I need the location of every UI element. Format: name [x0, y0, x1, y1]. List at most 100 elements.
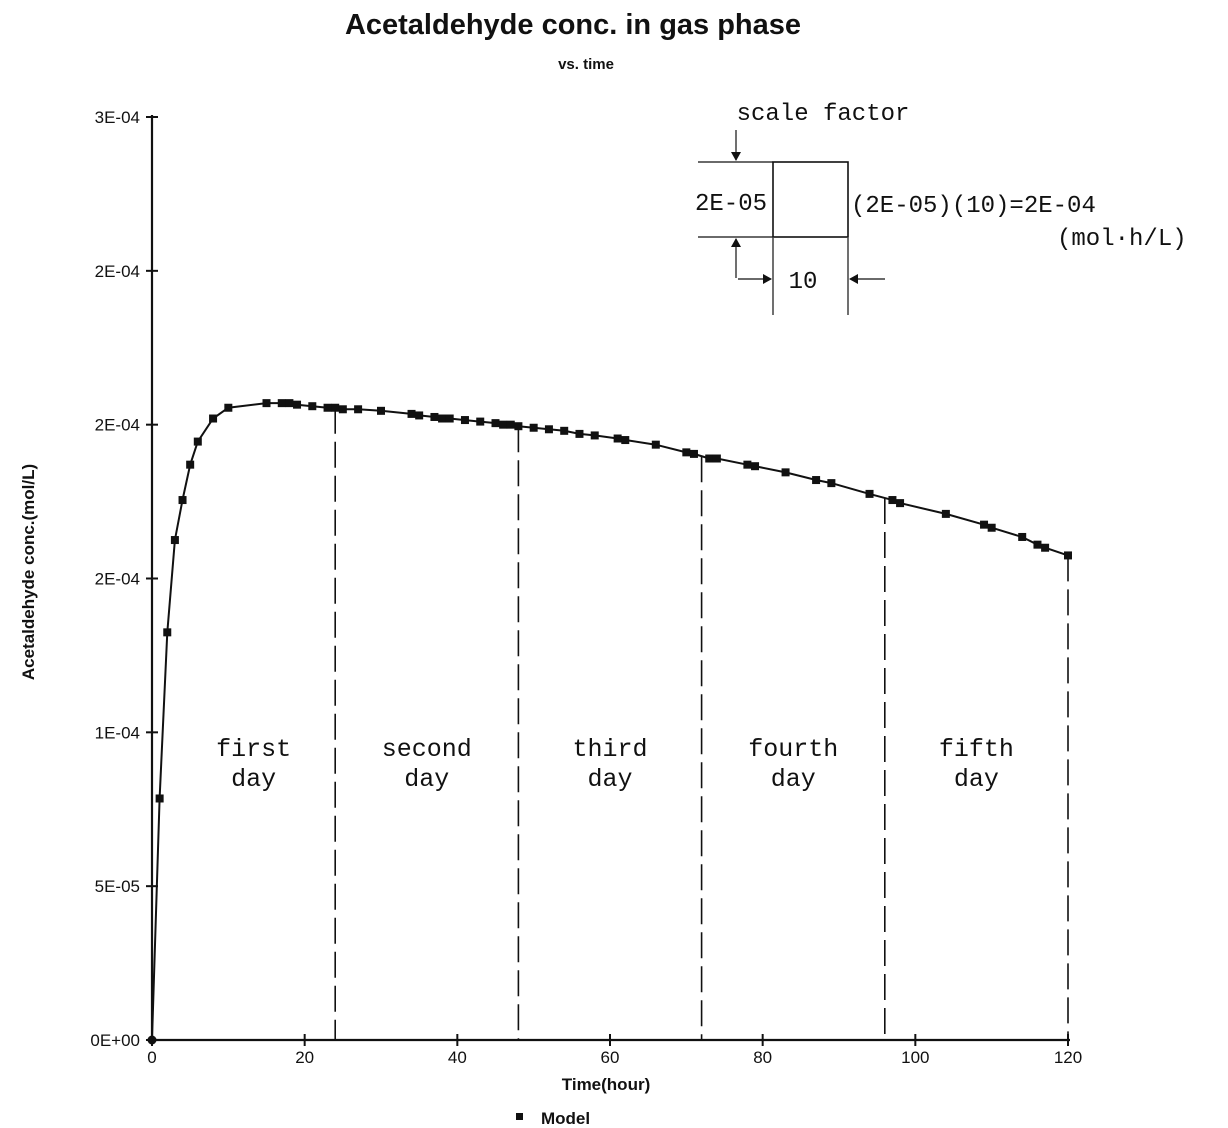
y-axis-label: Acetaldehyde conc.(mol/L) — [19, 464, 38, 680]
data-point-model — [980, 520, 989, 529]
data-point-model — [751, 462, 760, 471]
data-point-model — [987, 523, 996, 532]
data-point-model — [224, 403, 233, 412]
chart-title: Acetaldehyde conc. in gas phase — [345, 9, 801, 41]
day-label-line2: day — [404, 765, 449, 794]
scale-right-arrowhead — [849, 274, 858, 284]
day-labels: firstdayseconddaythirddayfourthdayfifthd… — [216, 735, 1014, 794]
x-tick-label: 80 — [753, 1048, 772, 1067]
data-point-model — [1018, 532, 1027, 541]
data-point-model — [178, 496, 187, 505]
data-point-model — [621, 436, 630, 445]
data-point-model — [354, 405, 363, 414]
data-point-model — [888, 496, 897, 505]
data-point-model — [262, 399, 271, 408]
x-tick-label: 20 — [295, 1048, 314, 1067]
data-point-model — [743, 460, 752, 469]
day-label-line1: first — [216, 735, 291, 764]
data-point-model — [476, 417, 485, 426]
data-point-model — [514, 422, 523, 431]
data-point-model — [308, 402, 317, 411]
data-point-model — [941, 509, 950, 518]
y-ticks: 0E+00 5E-05 1E-04 2E-04 2E-04 2E-04 3E-04 — [90, 108, 158, 1050]
x-tick-label: 100 — [901, 1048, 929, 1067]
data-point-model — [323, 403, 332, 412]
data-point-model — [193, 437, 202, 446]
chart-subtitle: vs. time — [558, 56, 614, 73]
data-point-model — [430, 412, 439, 421]
data-point-model — [689, 449, 698, 458]
day-label-line2: day — [231, 765, 276, 794]
scale-width-label: 10 — [789, 269, 818, 296]
data-point-model — [506, 420, 515, 429]
series-line-model — [151, 402, 1069, 1041]
data-point-model — [1064, 551, 1072, 560]
day-label-line2: day — [954, 765, 999, 794]
data-point-model — [460, 416, 469, 425]
day-label-line1: fourth — [748, 735, 838, 764]
data-point-model — [155, 794, 164, 803]
data-point-model — [407, 409, 416, 418]
data-point-model — [438, 414, 447, 423]
data-point-model — [338, 405, 347, 414]
data-point-model — [812, 476, 821, 485]
data-point-model — [491, 419, 500, 428]
legend-marker-model — [516, 1113, 523, 1120]
data-point-model — [186, 460, 195, 469]
data-point-model — [865, 489, 874, 498]
day-dividers — [334, 407, 1069, 1040]
data-point-model — [1041, 543, 1050, 552]
data-point-model — [445, 414, 454, 423]
scale-left-arrowhead — [763, 274, 772, 284]
day-label-line2: day — [587, 765, 632, 794]
data-point-model — [896, 499, 905, 508]
scale-units-label: (mol·h/L) — [1057, 226, 1187, 253]
data-point-model — [560, 426, 569, 435]
data-point-model — [163, 628, 172, 637]
x-ticks: 0 20 40 60 80 100 120 — [147, 1034, 1082, 1067]
y-tick-label: 3E-04 — [95, 108, 140, 127]
series-markers-model — [155, 399, 1072, 803]
x-tick-label: 0 — [147, 1048, 156, 1067]
x-tick-label: 40 — [448, 1048, 467, 1067]
data-point-model — [377, 406, 385, 415]
x-tick-label: 120 — [1054, 1048, 1082, 1067]
y-tick-label: 0E+00 — [90, 1031, 140, 1050]
y-tick-label: 2E-04 — [95, 570, 140, 589]
scale-factor-box — [772, 161, 849, 238]
legend-label-model: Model — [541, 1109, 590, 1128]
scale-factor-title: scale factor — [737, 101, 910, 128]
data-point-model — [575, 429, 584, 438]
data-point-model — [170, 536, 179, 545]
legend: Model — [516, 1109, 590, 1128]
scale-factor-inset: scale factor 2E-05 10 (2E-05)(10)=2E-04 … — [695, 101, 1187, 315]
x-tick-label: 60 — [601, 1048, 620, 1067]
day-label-line1: fifth — [939, 735, 1014, 764]
scale-top-arrowhead — [731, 152, 741, 161]
x-axis-label: Time(hour) — [562, 1075, 650, 1094]
data-point-model — [331, 403, 340, 412]
y-tick-label: 2E-04 — [95, 262, 140, 281]
data-point-model — [293, 400, 302, 409]
data-point-model — [651, 440, 660, 449]
day-label-line2: day — [771, 765, 816, 794]
y-tick-label: 1E-04 — [95, 723, 140, 742]
scale-bottom-arrowhead — [731, 238, 741, 247]
data-point-model — [277, 399, 286, 408]
data-point-model — [827, 479, 836, 488]
data-point-model — [705, 454, 714, 463]
data-point-model — [1033, 540, 1042, 549]
data-point-model — [285, 399, 294, 408]
y-tick-label: 2E-04 — [95, 416, 140, 435]
data-point-model — [682, 448, 691, 457]
data-point-model — [781, 468, 790, 477]
data-point-model — [544, 425, 553, 434]
data-point-model — [499, 420, 508, 429]
scale-product-label: (2E-05)(10)=2E-04 — [851, 193, 1096, 220]
data-point-model — [415, 411, 424, 420]
data-point-model — [712, 454, 721, 463]
data-point-model — [529, 423, 538, 432]
day-label-line1: third — [572, 735, 647, 764]
data-point-model — [613, 434, 622, 443]
